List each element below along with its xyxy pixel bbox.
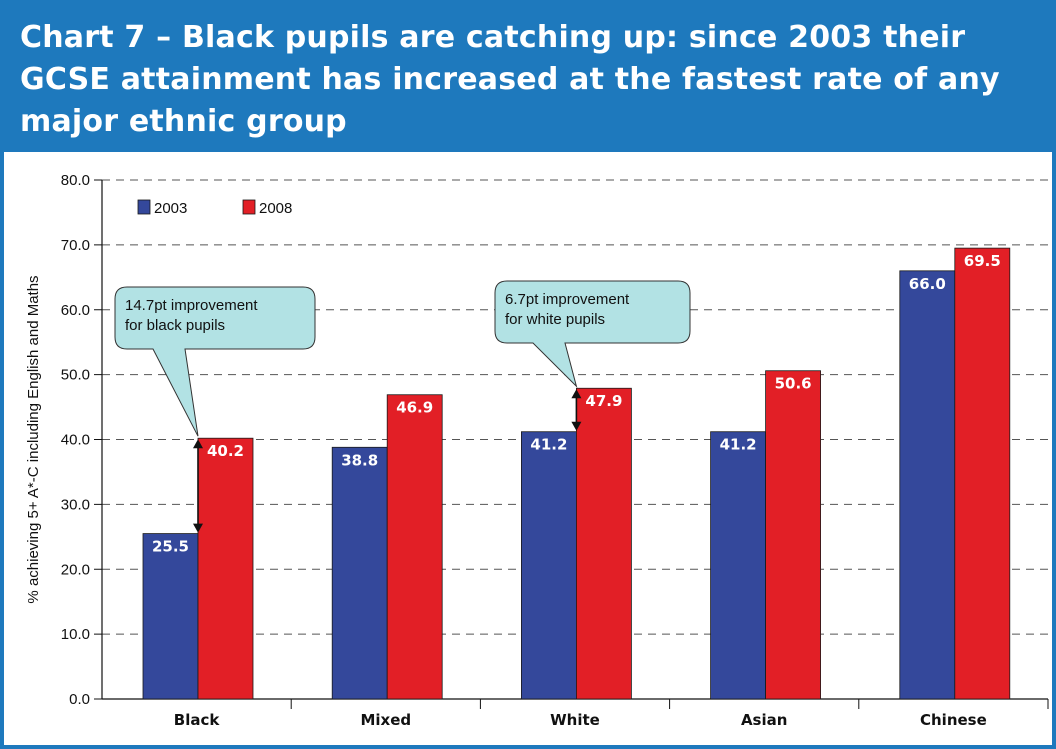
callout-text: for black pupils	[125, 317, 225, 334]
legend-label: 2003	[154, 200, 187, 217]
y-tick-label: 50.0	[61, 367, 90, 384]
chart-title: Chart 7 – Black pupils are catching up: …	[20, 20, 1000, 139]
legend-swatch	[242, 199, 256, 215]
arrow-head-up	[193, 439, 203, 449]
callout-text: 6.7pt improvement	[505, 291, 630, 308]
x-tick-label: White	[550, 711, 600, 729]
legend-swatch	[137, 199, 151, 215]
bar-2008-mixed	[386, 394, 443, 700]
chart-header: Chart 7 – Black pupils are catching up: …	[0, 0, 1056, 152]
y-tick-label: 70.0	[61, 237, 90, 254]
x-tick-label: Chinese	[920, 711, 987, 729]
bar-2003-chinese	[899, 270, 956, 700]
x-tick-label: Asian	[741, 711, 787, 729]
y-tick-label: 80.0	[61, 172, 90, 189]
bar-2008-asian	[765, 370, 821, 700]
data-label: 69.5	[964, 252, 1001, 270]
arrow-head-down	[571, 421, 582, 431]
x-tick-label: Black	[174, 711, 221, 729]
y-tick-label: 30.0	[61, 496, 90, 513]
bar-2003-white	[521, 431, 577, 700]
callout-text: 14.7pt improvement	[125, 297, 258, 314]
bar-2003-asian	[710, 431, 766, 700]
data-label: 66.0	[909, 275, 946, 293]
callout-text: for white pupils	[505, 311, 605, 328]
data-label: 47.9	[585, 392, 622, 410]
y-tick-label: 0.0	[69, 691, 90, 708]
y-tick-label: 10.0	[61, 626, 90, 643]
y-axis-label: % achieving 5+ A*-C including English an…	[25, 275, 42, 603]
data-label: 38.8	[341, 451, 378, 469]
bar-2008-white	[576, 387, 632, 700]
arrow-head-up	[571, 389, 582, 399]
bar-2003-black	[142, 533, 199, 700]
data-label: 41.2	[720, 436, 757, 454]
y-tick-label: 20.0	[61, 561, 90, 578]
y-tick-label: 40.0	[61, 432, 90, 449]
x-tick-label: Mixed	[360, 711, 411, 729]
bar-2003-mixed	[331, 446, 388, 700]
data-label: 41.2	[530, 436, 567, 454]
bar-2008-black	[197, 437, 254, 700]
data-label: 25.5	[152, 538, 189, 556]
legend-label: 2008	[259, 200, 292, 217]
data-label: 40.2	[207, 442, 244, 460]
callout-bubble	[494, 280, 691, 388]
y-tick-label: 60.0	[61, 302, 90, 319]
data-label: 50.6	[775, 375, 812, 393]
arrow-head-down	[193, 523, 203, 533]
callout-bubble	[114, 286, 316, 437]
bar-2008-chinese	[954, 247, 1011, 700]
data-label: 46.9	[396, 399, 433, 417]
